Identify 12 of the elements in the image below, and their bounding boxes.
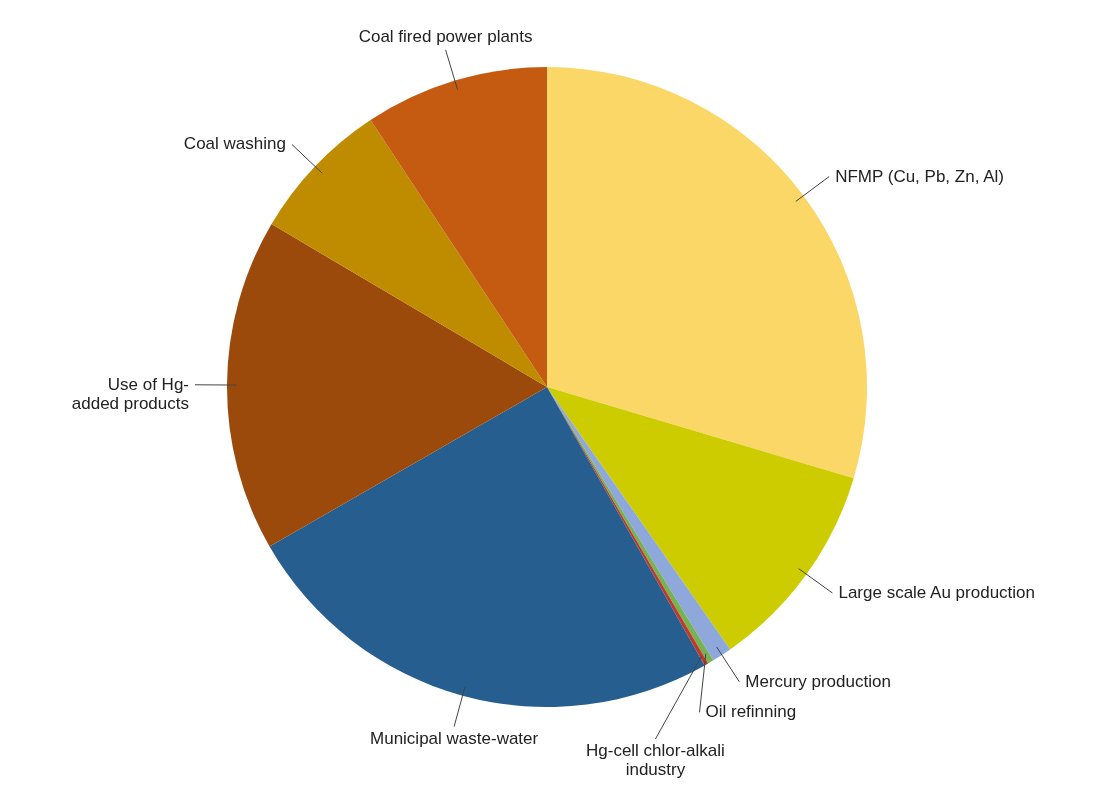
pie-slice	[269, 387, 705, 707]
slice-label: NFMP (Cu, Pb, Zn, Al)	[835, 166, 1004, 186]
slice-label: Oil refinning	[705, 702, 797, 722]
slice-label: Coal washing	[183, 134, 286, 154]
pie-slice	[227, 224, 547, 547]
slice-label: Coal fired power plants	[358, 26, 533, 46]
slice-label: Large scale Au production	[838, 583, 1036, 602]
pie-slice	[370, 67, 547, 387]
slice-label: Use of Hg- added products	[71, 374, 190, 413]
slice-label: Municipal waste-water	[370, 728, 539, 748]
slice-label: Mercury production	[745, 671, 891, 691]
slice-label: Hg-cell chlor-alkali industry	[585, 741, 725, 780]
